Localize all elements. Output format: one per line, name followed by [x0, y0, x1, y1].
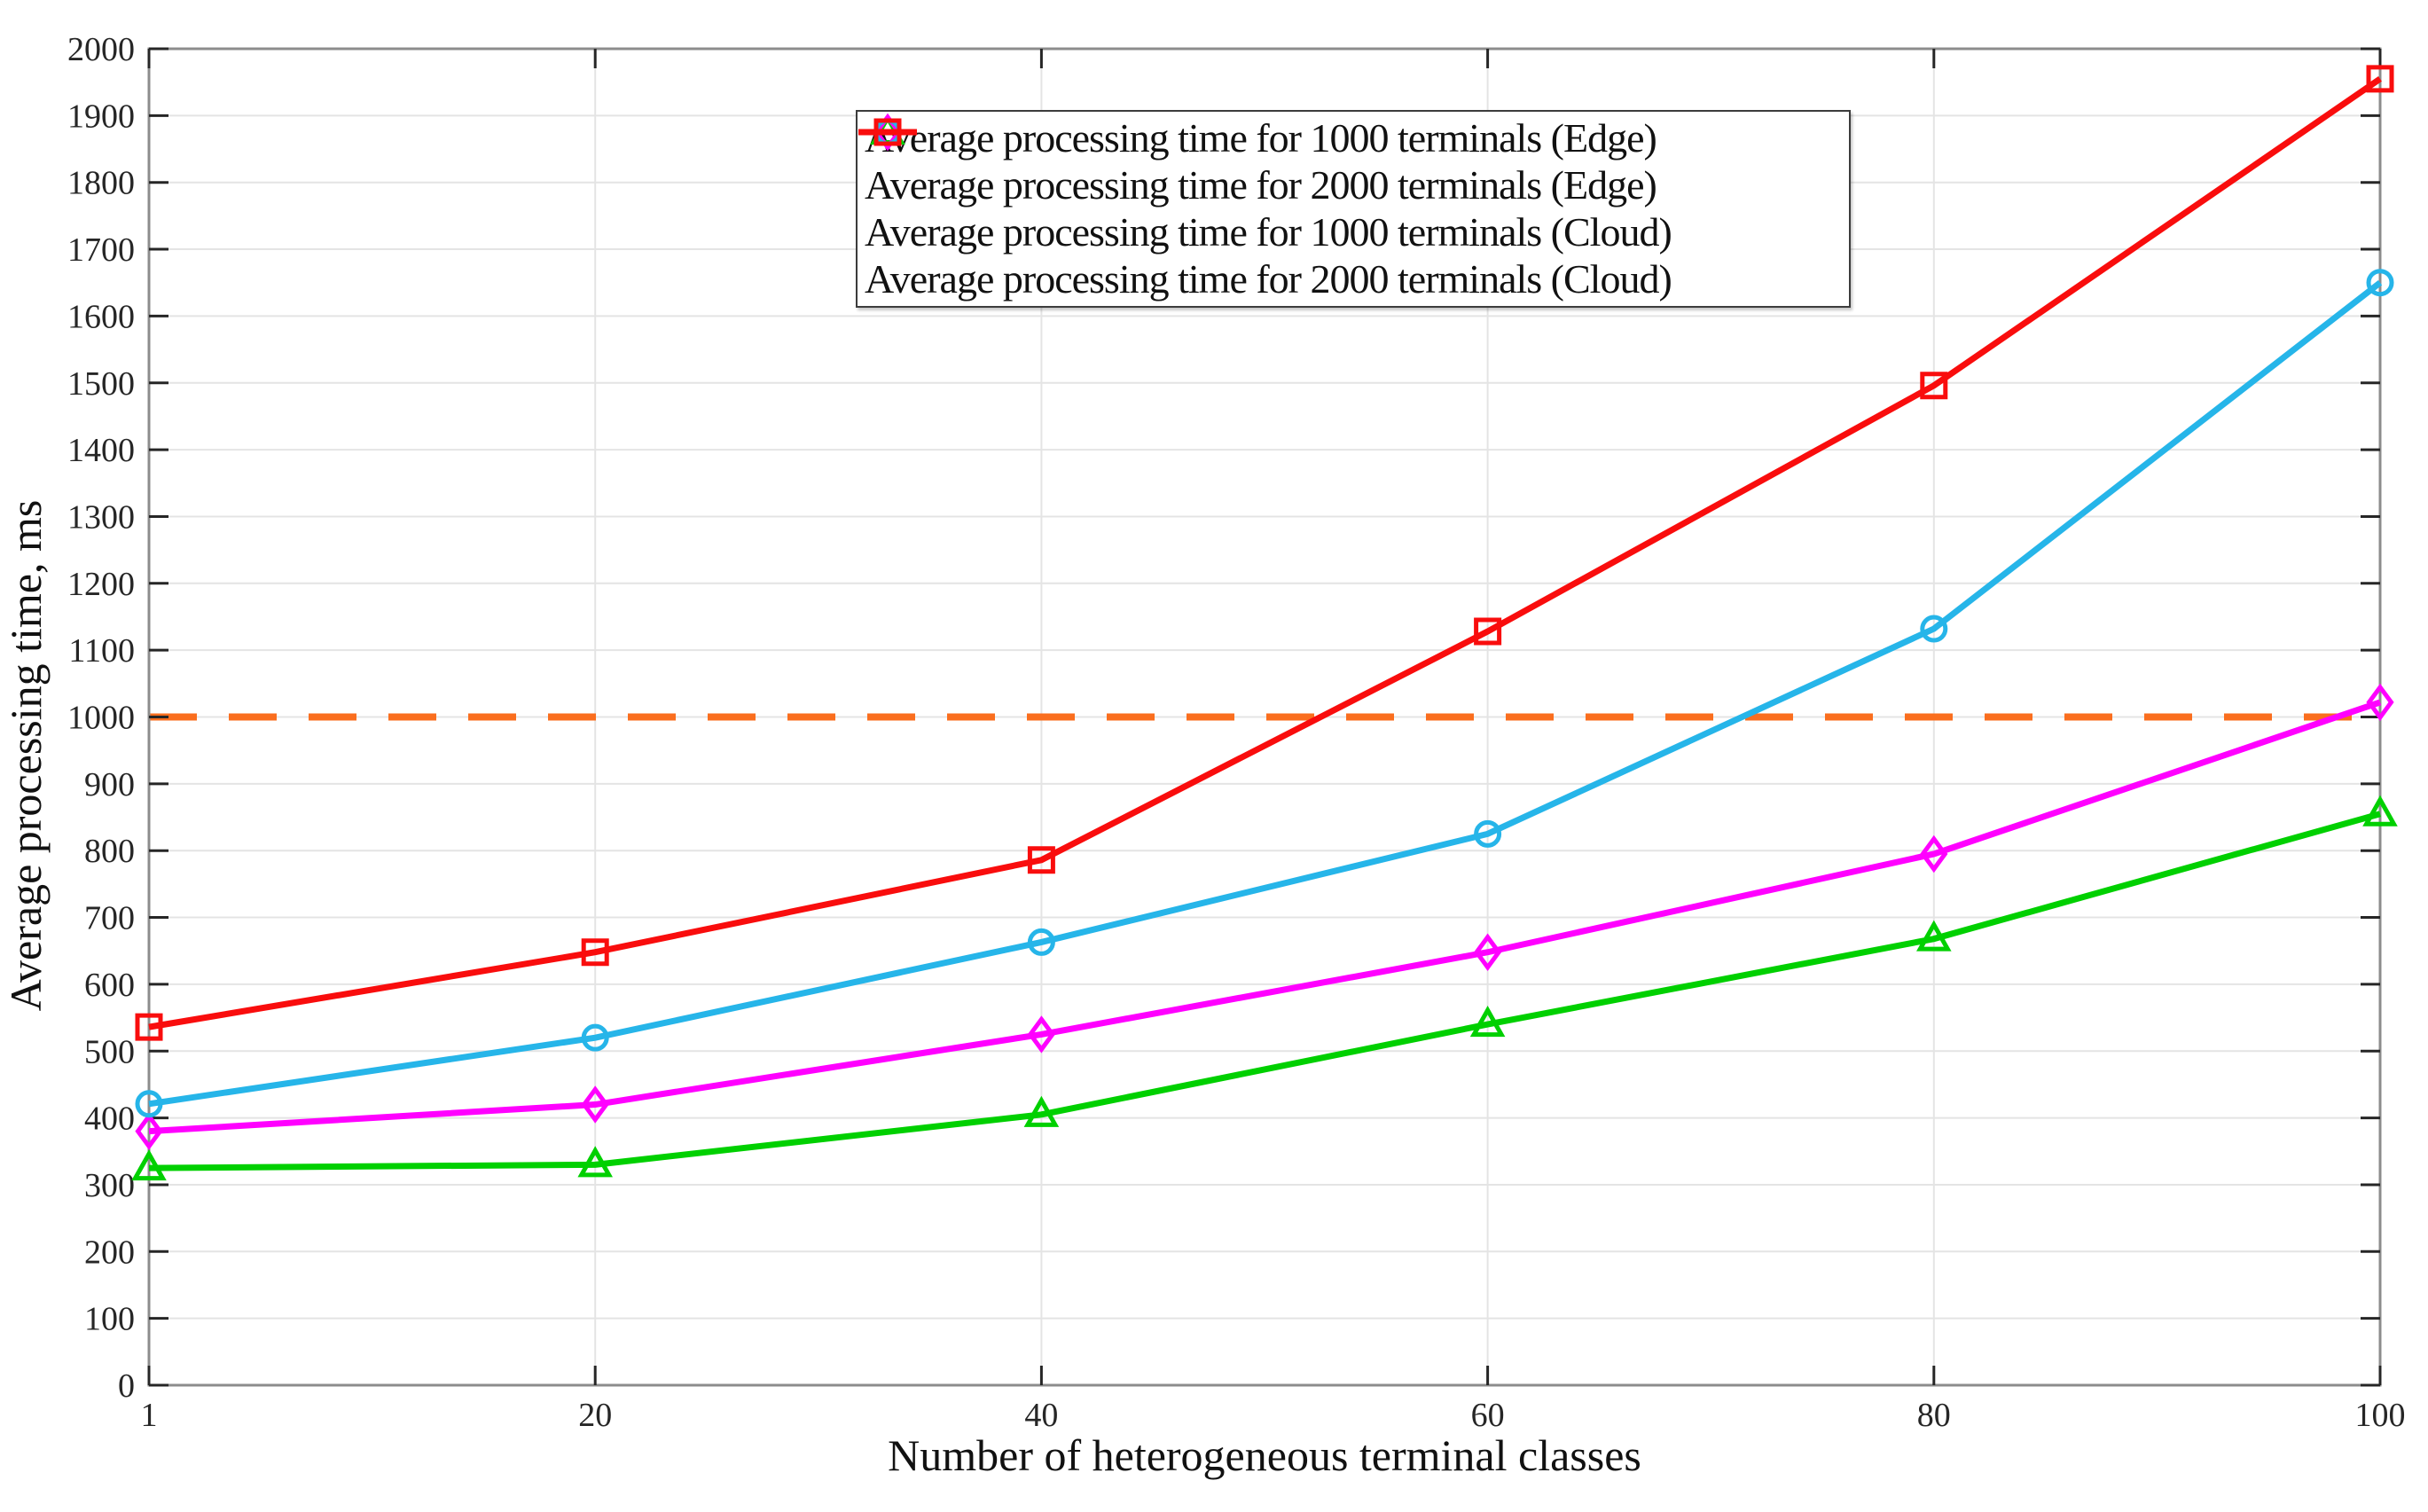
series-line — [148, 811, 2381, 1171]
diamond-marker — [1473, 933, 1502, 971]
x-tick-label: 80 — [1917, 1397, 1951, 1434]
y-tick-label: 2000 — [67, 31, 135, 68]
y-tick-label: 300 — [84, 1167, 135, 1204]
triangle-marker — [1469, 1006, 1506, 1038]
x-tick-label: 60 — [1471, 1397, 1505, 1434]
x-tick-label: 100 — [2355, 1397, 2406, 1434]
legend-swatch — [858, 118, 917, 146]
circle-marker — [1474, 819, 1502, 848]
series-1 — [135, 683, 2394, 1150]
legend-item: Average processing time for 1000 termina… — [858, 118, 1845, 255]
y-tick-label: 400 — [84, 1101, 135, 1138]
y-tick-label: 900 — [84, 766, 135, 803]
square-marker — [581, 938, 609, 967]
legend-label: Average processing time for 1000 termina… — [865, 115, 1657, 161]
x-tick-label: 40 — [1024, 1397, 1058, 1434]
legend-label: Average processing time for 1000 termina… — [865, 208, 1672, 255]
triangle-marker — [1023, 1095, 1060, 1127]
square-marker — [2366, 65, 2394, 93]
circle-marker — [581, 1023, 609, 1052]
series-3 — [135, 65, 2394, 1041]
diamond-marker — [1027, 1015, 1056, 1054]
square-marker — [873, 118, 902, 146]
triangle-marker — [1916, 920, 1952, 952]
x-axis-title: Number of heterogeneous terminal classes — [888, 1430, 1641, 1480]
circle-marker — [135, 1090, 163, 1118]
legend-label: Average processing time for 2000 termina… — [865, 162, 1657, 208]
diamond-marker — [135, 1112, 163, 1150]
diamond-marker — [1920, 834, 1948, 874]
series-2 — [135, 269, 2394, 1118]
square-marker — [135, 1013, 163, 1041]
triangle-marker — [577, 1146, 613, 1178]
y-tick-label: 700 — [84, 900, 135, 937]
diamond-marker — [581, 1085, 609, 1124]
triangle-marker — [2362, 795, 2398, 827]
triangle-marker — [131, 1149, 167, 1181]
y-tick-label: 200 — [84, 1234, 135, 1271]
y-tick-label: 1800 — [67, 165, 135, 202]
circle-marker — [1027, 928, 1055, 956]
y-tick-label: 1700 — [67, 231, 135, 269]
circle-marker — [1920, 615, 1948, 643]
legend: Average processing time for 1000 termina… — [856, 110, 1851, 308]
circle-marker — [2366, 269, 2394, 297]
y-tick-label: 800 — [84, 833, 135, 870]
y-tick-label: 1300 — [67, 498, 135, 536]
y-tick-label: 1100 — [68, 632, 135, 670]
diamond-marker — [2366, 683, 2394, 722]
y-tick-label: 1900 — [67, 98, 135, 135]
y-tick-label: 1600 — [67, 298, 135, 335]
square-marker — [1027, 846, 1055, 874]
series-0 — [131, 795, 2398, 1181]
y-tick-label: 1000 — [67, 700, 135, 737]
series-line — [148, 699, 2382, 1135]
legend-item: Average processing time for 1000 termina… — [858, 113, 1845, 161]
y-tick-label: 1400 — [67, 432, 135, 469]
legend-item: Average processing time for 2000 termina… — [858, 113, 1845, 208]
series-line — [148, 76, 2382, 1030]
y-tick-label: 500 — [84, 1033, 135, 1070]
y-tick-label: 1200 — [67, 566, 135, 603]
x-tick-label: 20 — [578, 1397, 612, 1434]
x-tick-label: 1 — [141, 1397, 158, 1434]
y-axis-title: Average processing time, ms — [1, 500, 51, 1012]
square-marker — [1920, 372, 1948, 400]
legend-label: Average processing time for 2000 termina… — [865, 255, 1672, 302]
diamond-marker — [873, 113, 902, 152]
y-tick-label: 1500 — [67, 365, 135, 403]
y-tick-label: 0 — [118, 1367, 135, 1405]
series-line — [148, 279, 2383, 1108]
legend-item: Average processing time for 2000 termina… — [858, 118, 1845, 302]
square-marker — [1474, 617, 1502, 646]
y-tick-label: 100 — [84, 1301, 135, 1338]
y-tick-label: 600 — [84, 967, 135, 1004]
